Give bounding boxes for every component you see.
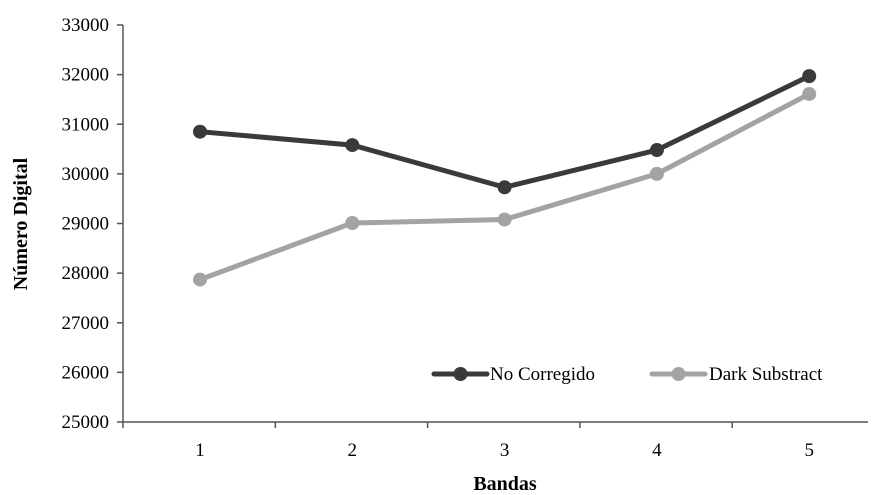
x-axis: 1 2 3 4 5 [122, 421, 868, 461]
series-dark-substract [193, 86, 817, 287]
y-tick-label: 25000 [62, 412, 110, 433]
legend-swatch-marker [671, 367, 686, 381]
x-tick-label: 4 [652, 440, 662, 461]
y-tick-label: 33000 [62, 15, 110, 36]
series-line [197, 73, 812, 190]
y-tick-label: 31000 [62, 114, 110, 135]
legend: No Corregido Dark Substract [431, 364, 823, 385]
y-axis-title: Número Digital [10, 157, 32, 290]
data-point [345, 216, 360, 231]
y-tick-label: 28000 [62, 263, 110, 284]
data-point [802, 86, 817, 101]
x-tick-label: 3 [500, 440, 510, 461]
y-tick-label: 30000 [62, 164, 110, 185]
data-point [497, 212, 512, 227]
x-tick-label: 2 [348, 440, 358, 461]
legend-label: No Corregido [490, 364, 595, 385]
y-axis: 25000 26000 27000 28000 29000 30000 31000 32000… [62, 15, 124, 433]
legend-item: No Corregido [431, 364, 595, 385]
data-point [802, 69, 817, 84]
data-point [193, 272, 207, 287]
y-tick-label: 32000 [62, 65, 110, 86]
data-point [649, 166, 664, 181]
y-tick-label: 29000 [62, 214, 110, 235]
data-point [497, 180, 512, 195]
series-no-corregido [193, 69, 817, 195]
data-point [649, 143, 664, 158]
y-tick-label: 27000 [62, 313, 110, 334]
legend-swatch-marker [453, 367, 468, 381]
x-axis-title: Bandas [473, 473, 537, 495]
data-point [193, 124, 207, 139]
x-tick-label: 5 [804, 440, 814, 461]
y-tick-label: 26000 [62, 362, 110, 383]
x-tick-label: 1 [195, 440, 205, 461]
legend-label: Dark Substract [709, 364, 823, 385]
data-point [345, 138, 360, 153]
series-layer [193, 69, 817, 287]
legend-item: Dark Substract [649, 364, 823, 385]
